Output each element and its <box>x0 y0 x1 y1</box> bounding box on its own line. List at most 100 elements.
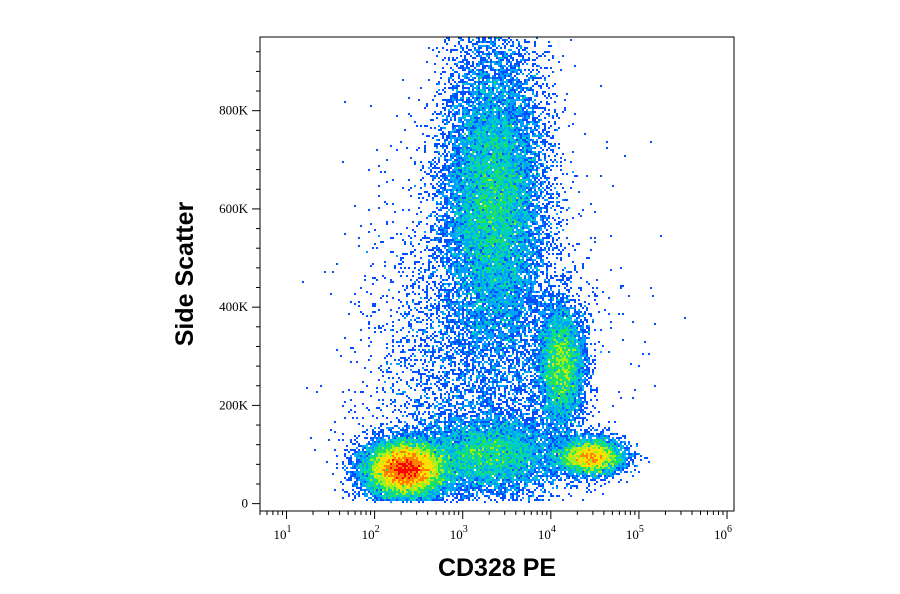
density-dot <box>520 45 522 47</box>
density-dot <box>482 229 484 231</box>
density-dot <box>474 217 476 219</box>
density-dot <box>478 45 480 47</box>
density-dot <box>474 83 476 85</box>
density-dot <box>468 77 470 79</box>
density-dot <box>438 129 440 131</box>
density-dot <box>486 183 488 185</box>
density-dot <box>524 245 526 247</box>
density-dot <box>486 239 488 241</box>
density-dot <box>456 223 458 225</box>
density-dot <box>498 105 500 107</box>
density-dot <box>530 159 532 161</box>
density-dot <box>516 173 518 175</box>
density-dot <box>504 249 506 251</box>
density-dot <box>478 153 480 155</box>
density-dot <box>436 247 438 249</box>
density-dot <box>544 249 546 251</box>
density-dot <box>528 229 530 231</box>
density-dot <box>504 47 506 49</box>
density-dot <box>490 153 492 155</box>
density-dot <box>538 173 540 175</box>
density-dot <box>476 103 478 105</box>
density-dot <box>554 93 556 95</box>
density-dot <box>488 239 490 241</box>
density-dot <box>524 249 526 251</box>
density-dot <box>512 89 514 91</box>
density-dot <box>510 89 512 91</box>
density-dot <box>456 87 458 89</box>
density-dot <box>444 139 446 141</box>
density-dot <box>478 257 480 259</box>
density-dot <box>424 183 426 185</box>
density-dot <box>522 241 524 243</box>
density-dot <box>564 191 566 193</box>
density-dot <box>510 55 512 57</box>
density-dot <box>460 133 462 135</box>
density-dot <box>438 139 440 141</box>
density-dot <box>494 131 496 133</box>
density-dot <box>408 97 410 99</box>
density-dot <box>512 197 514 199</box>
density-dot <box>470 225 472 227</box>
density-dot <box>562 199 564 201</box>
density-dot <box>506 219 508 221</box>
density-dot <box>534 191 536 193</box>
density-dot <box>494 225 496 227</box>
density-dot <box>444 223 446 225</box>
density-dot <box>488 233 490 235</box>
density-dot <box>544 129 546 131</box>
density-dot <box>506 139 508 141</box>
density-dot <box>490 109 492 111</box>
density-dot <box>494 249 496 251</box>
density-dot <box>496 219 498 221</box>
density-dot <box>490 161 492 163</box>
density-dot <box>466 111 468 113</box>
density-dot <box>442 183 444 185</box>
density-dot <box>456 183 458 185</box>
density-dot <box>512 231 514 233</box>
density-dot <box>442 187 444 189</box>
density-dot <box>474 167 476 169</box>
density-dot <box>490 135 492 137</box>
density-dot <box>476 151 478 153</box>
density-dot <box>474 131 476 133</box>
density-dot <box>550 189 552 191</box>
density-dot <box>490 99 492 101</box>
density-dot <box>476 193 478 195</box>
density-dot <box>448 227 450 229</box>
density-dot <box>448 151 450 153</box>
density-dot <box>442 67 444 69</box>
density-dot <box>516 163 518 165</box>
density-dot <box>438 153 440 155</box>
density-dot <box>504 165 506 167</box>
density-dot <box>514 141 516 143</box>
density-dot <box>540 209 542 211</box>
density-dot <box>480 175 482 177</box>
density-dot <box>512 145 514 147</box>
density-dot <box>482 171 484 173</box>
density-dot <box>468 197 470 199</box>
density-dot <box>532 147 534 149</box>
density-dot <box>486 175 488 177</box>
density-dot <box>546 217 548 219</box>
density-dot <box>510 125 512 127</box>
density-dot <box>464 213 466 215</box>
density-dot <box>532 221 534 223</box>
density-dot <box>504 81 506 83</box>
density-dot <box>500 161 502 163</box>
density-dot <box>510 135 512 137</box>
density-dot <box>464 155 466 157</box>
density-dot <box>518 141 520 143</box>
density-dot <box>540 181 542 183</box>
density-dot <box>500 165 502 167</box>
density-dot <box>442 215 444 217</box>
density-dot <box>492 231 494 233</box>
density-dot <box>478 151 480 153</box>
density-dot <box>462 171 464 173</box>
density-dot <box>476 221 478 223</box>
density-dot <box>512 111 514 113</box>
density-dot <box>534 143 536 145</box>
density-dot <box>410 251 412 253</box>
density-dot <box>550 67 552 69</box>
density-dot <box>436 219 438 221</box>
